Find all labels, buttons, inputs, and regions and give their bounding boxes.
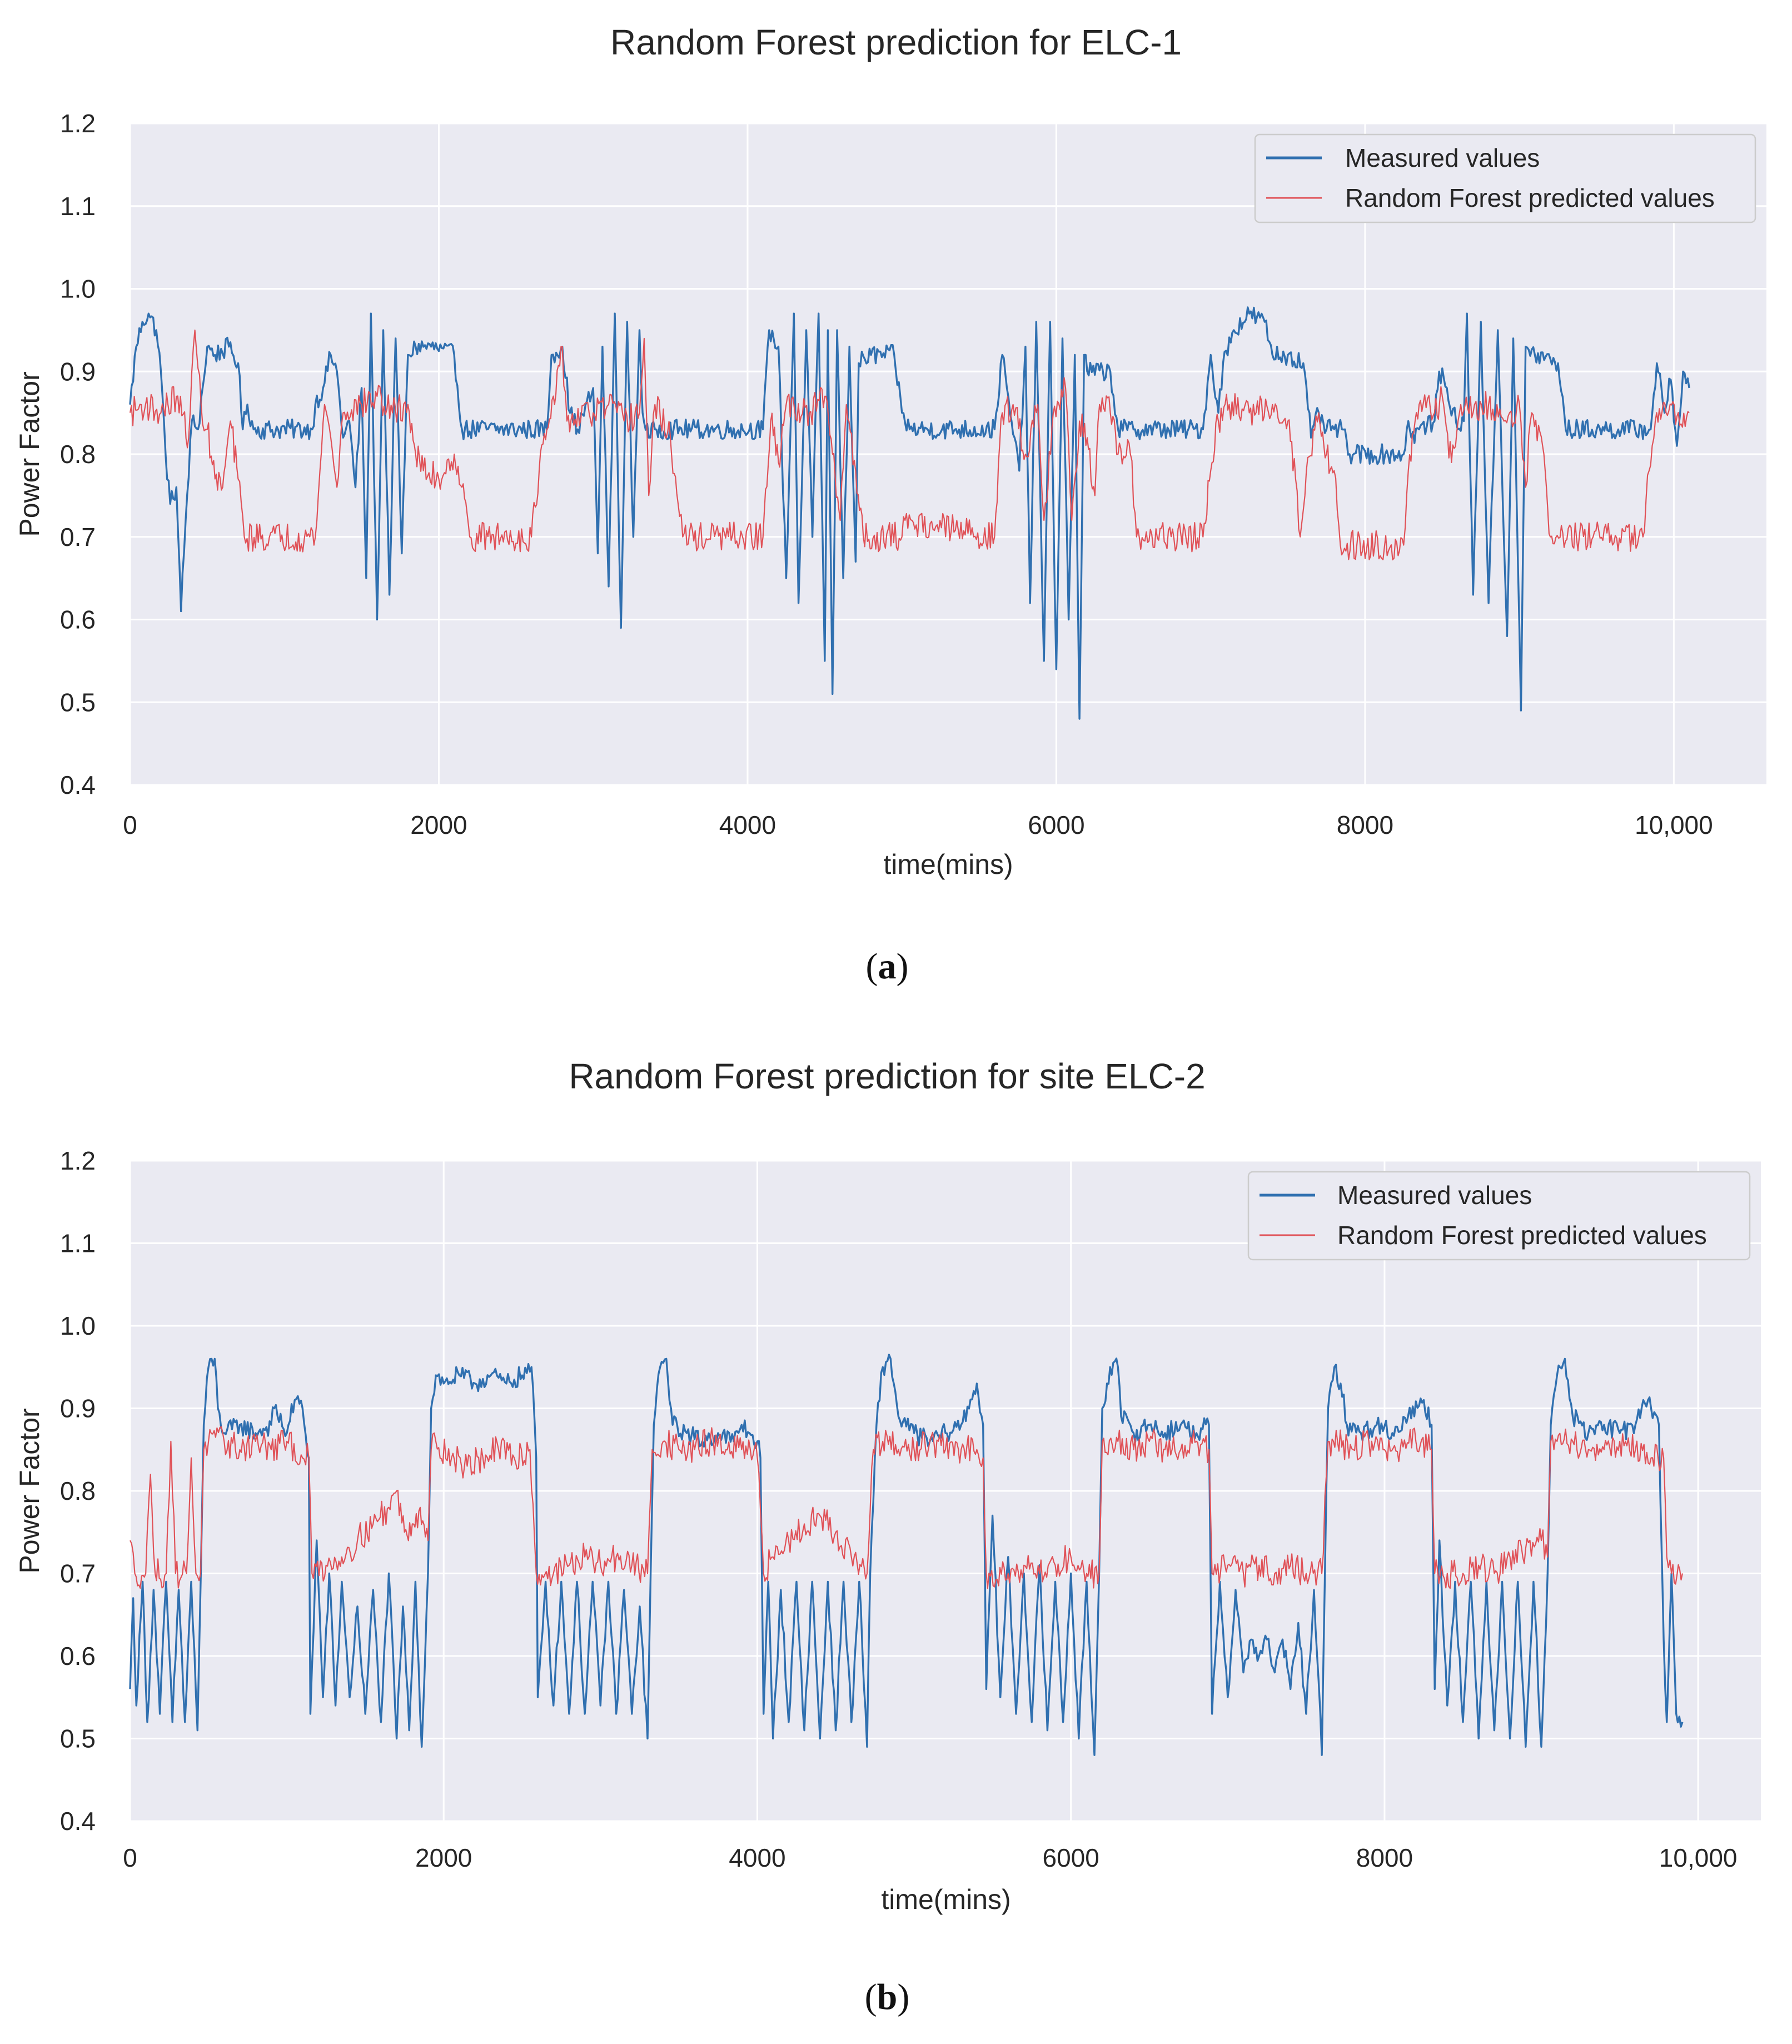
chart-b-y-tick-label: 0.7 [60, 1559, 96, 1588]
chart-a-caption-open: ( [866, 946, 878, 987]
chart-b-x-tick-label: 4000 [729, 1843, 785, 1872]
chart-b-x-tick-label: 8000 [1356, 1843, 1413, 1872]
chart-b-legend-label-predicted: Random Forest predicted values [1337, 1221, 1707, 1250]
chart-a-legend-label-measured: Measured values [1345, 143, 1540, 172]
chart-a-legend-label-predicted: Random Forest predicted values [1345, 183, 1715, 212]
chart-b-y-ticks: 0.4 0.5 0.6 0.7 0.8 0.9 1.0 1.1 1.2 [60, 1146, 96, 1836]
chart-b-x-tick-label: 10,000 [1659, 1843, 1738, 1872]
chart-b-series-group [129, 1354, 1684, 1756]
chart-a-x-tick-label: 10,000 [1635, 810, 1713, 839]
chart-a-x-ticks: 0 2000 4000 6000 8000 10,000 [123, 810, 1713, 839]
chart-b-series-predicted-line [130, 1426, 1683, 1589]
chart-b-x-tick-label: 0 [123, 1843, 137, 1872]
chart-b-legend: Measured values Random Forest predicted … [1247, 1171, 1751, 1261]
chart-a-series-measured-line [129, 306, 1690, 720]
chart-a-y-tick-label: 1.0 [60, 275, 96, 304]
chart-b-legend-label-measured: Measured values [1337, 1181, 1532, 1210]
chart-b-caption-close: ) [897, 1977, 909, 2017]
chart-b-caption-letter: b [877, 1977, 898, 2017]
chart-b-y-tick-label: 0.6 [60, 1642, 96, 1670]
chart-a-title: Random Forest prediction for ELC-1 [610, 22, 1182, 62]
chart-b-y-tick-label: 0.9 [60, 1394, 96, 1423]
chart-panel-a: Random Forest prediction for ELC-1 0.4 0.… [14, 22, 1766, 987]
chart-a-y-ticks: 0.4 0.5 0.6 0.7 0.8 0.9 1.0 1.1 1.2 [60, 109, 96, 799]
chart-a-x-axis-label: time(mins) [883, 849, 1013, 880]
chart-b-y-axis-label: Power Factor [14, 1408, 45, 1573]
chart-a-y-tick-label: 0.8 [60, 440, 96, 469]
chart-panel-b: Random Forest prediction for site ELC-2 … [0, 1022, 1792, 2044]
chart-a-y-tick-label: 0.7 [60, 523, 96, 551]
chart-a-svg: Random Forest prediction for ELC-1 0.40.… [14, 22, 1766, 987]
chart-b-caption-open: ( [865, 1977, 877, 2017]
chart-a-y-axis-label: Power Factor [14, 371, 45, 536]
chart-b-caption: (b) [865, 1977, 910, 2017]
chart-a-y-tick-label: 0.4 [60, 770, 96, 799]
chart-a-x-tick-label: 4000 [719, 810, 776, 839]
chart-b-legend-box [1247, 1171, 1751, 1261]
chart-a-legend: Measured values Random Forest predicted … [1254, 133, 1756, 223]
chart-a-series-group [129, 306, 1690, 720]
chart-a-x-tick-label: 2000 [410, 810, 467, 839]
chart-b-x-tick-label: 2000 [415, 1843, 472, 1872]
chart-a-y-tick-label: 0.9 [60, 357, 96, 386]
chart-a-caption-letter: a [878, 946, 897, 987]
chart-b-y-tick-label: 1.2 [60, 1146, 96, 1175]
chart-b-y-tick-label: 1.1 [60, 1229, 96, 1258]
chart-a-series-predicted-line [129, 329, 1690, 561]
chart-b-x-tick-label: 6000 [1043, 1843, 1099, 1872]
chart-a-y-tick-label: 1.1 [60, 192, 96, 221]
chart-a-legend-box [1254, 133, 1756, 223]
chart-b-y-tick-label: 0.8 [60, 1476, 96, 1505]
chart-b-y-tick-label: 1.0 [60, 1311, 96, 1340]
chart-a-y-tick-label: 0.5 [60, 688, 96, 717]
chart-b-series-measured-line [129, 1354, 1684, 1756]
chart-b-title: Random Forest prediction for site ELC-2 [569, 1056, 1205, 1096]
chart-b-x-ticks: 0 2000 4000 6000 8000 10,000 [123, 1843, 1737, 1872]
chart-a-y-tick-label: 1.2 [60, 109, 96, 138]
chart-a-caption-close: ) [897, 946, 909, 987]
chart-b-y-tick-label: 0.4 [60, 1807, 96, 1836]
chart-b-grid [129, 1160, 1761, 1822]
chart-b-svg: Random Forest prediction for site ELC-2 … [14, 1056, 1761, 2017]
chart-a-grid [129, 122, 1766, 786]
chart-a-x-tick-label: 0 [123, 810, 137, 839]
chart-a-x-tick-label: 6000 [1028, 810, 1084, 839]
chart-a-y-tick-label: 0.6 [60, 605, 96, 634]
chart-b-y-tick-label: 0.5 [60, 1724, 96, 1753]
chart-a-caption: (a) [866, 946, 909, 987]
chart-b-x-axis-label: time(mins) [881, 1884, 1011, 1915]
chart-a-x-tick-label: 8000 [1337, 810, 1393, 839]
